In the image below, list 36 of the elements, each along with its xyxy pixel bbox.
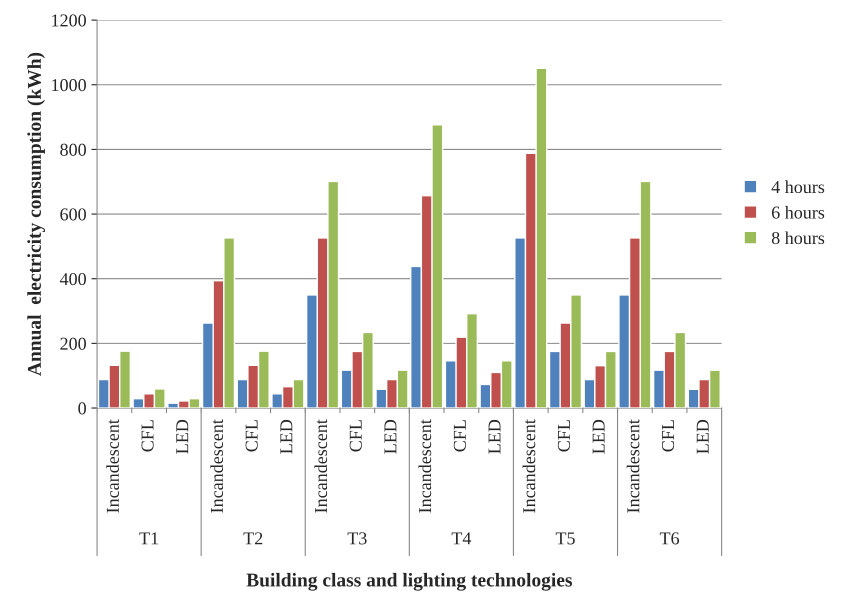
y-axis-title: Annual electricity consumption (kWh) (27, 52, 45, 376)
x-tick-label: LED (696, 420, 709, 454)
x-tick-label: CFL (558, 420, 570, 452)
text: T5 (556, 532, 575, 544)
x-tick-label: Incandescent (626, 419, 640, 513)
x-tick-label: Incandescent (210, 419, 224, 513)
x-tick-label: Incandescent (106, 419, 119, 513)
x-tick-label: CFL (246, 420, 258, 452)
y-tick-label: 1000 (52, 79, 86, 92)
text: T2 (244, 532, 262, 544)
x-tick-label: CFL (141, 420, 154, 452)
x-tick-label: LED (176, 420, 188, 454)
text: T4 (452, 532, 472, 544)
x-tick-label: LED (280, 420, 292, 454)
legend-label: 8 hours (772, 231, 824, 244)
text: T6 (660, 532, 680, 544)
y-tick-label: 200 (60, 338, 86, 350)
legend-label: 6 hours (772, 206, 824, 219)
y-tick-label: 800 (60, 144, 86, 156)
y-tick-label: 600 (60, 208, 86, 221)
x-tick-label: CFL (454, 420, 466, 452)
x-tick-label: LED (384, 420, 396, 454)
x-tick-label: Incandescent (522, 419, 536, 513)
x-tick-label: LED (592, 420, 605, 454)
x-tick-label: CFL (350, 420, 362, 452)
x-tick-label: Incandescent (314, 419, 328, 513)
x-tick-label: Incandescent (418, 419, 432, 513)
x-axis-title: Building class and lighting technologies (246, 572, 572, 591)
y-tick-label: 0 (78, 402, 86, 414)
y-tick-label: 1200 (52, 14, 86, 27)
x-tick-label: CFL (662, 420, 674, 452)
text: T3 (348, 532, 367, 544)
x-tick-label: LED (488, 420, 500, 454)
y-tick-label: 400 (60, 272, 86, 286)
legend-label: 4 hours (772, 180, 824, 194)
text: T1 (139, 532, 158, 544)
